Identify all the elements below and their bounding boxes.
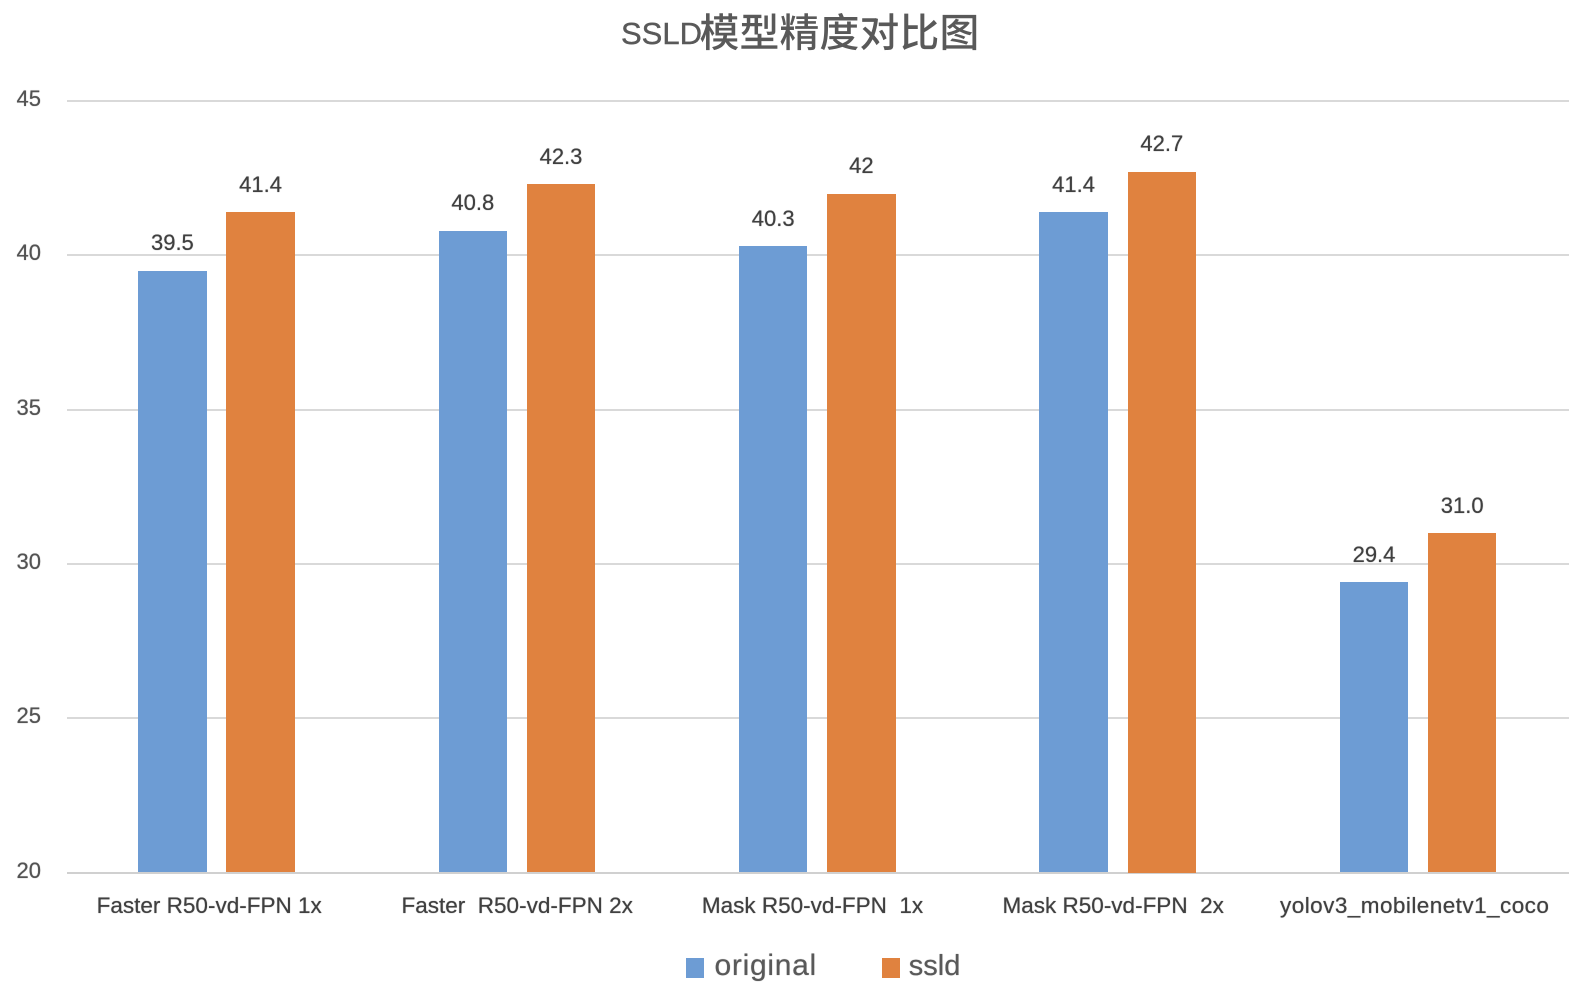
svg-text:SSLD: SSLD xyxy=(621,16,702,51)
